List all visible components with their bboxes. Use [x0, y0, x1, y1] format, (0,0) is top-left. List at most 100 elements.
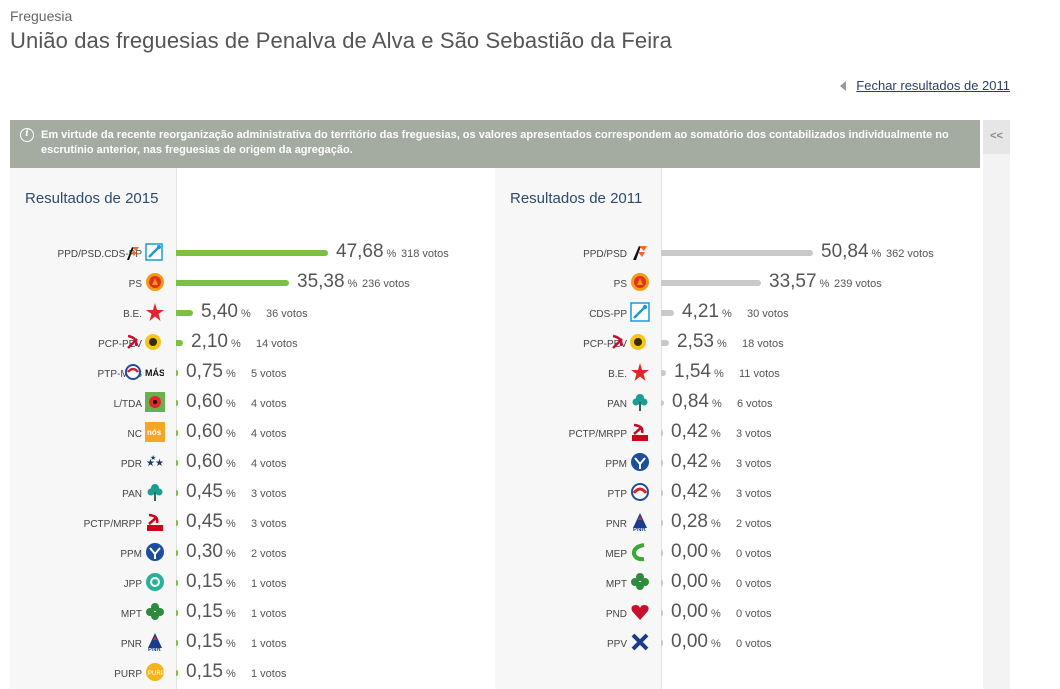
result-bar — [661, 400, 664, 406]
percentage-value: 2,53 — [677, 331, 714, 352]
percentage-value: 0,30 — [186, 541, 223, 562]
percentage-value: 0,00 — [671, 571, 708, 592]
vote-count: 11 votos — [739, 368, 780, 380]
result-bar — [176, 370, 178, 376]
percentage-value: 0,15 — [186, 601, 223, 622]
result-bar — [661, 460, 663, 466]
mpt-clover-icon — [145, 602, 165, 622]
result-bar — [661, 610, 663, 616]
result-percentage: 2,53% — [677, 331, 727, 353]
percent-symbol: % — [710, 638, 721, 650]
result-percentage: 0,30% — [186, 541, 236, 563]
result-bar — [176, 310, 193, 316]
vote-count: 4 votos — [251, 428, 287, 440]
livre-poppy-icon — [145, 392, 165, 412]
svg-text:★★: ★★ — [146, 458, 164, 469]
percent-symbol: % — [225, 398, 236, 410]
result-row: PND 0,00% 0 votos — [495, 598, 980, 628]
result-row: B.E. 1,54% 11 votos — [495, 358, 980, 388]
result-bar — [661, 550, 663, 556]
result-row: JPP 0,15% 1 votos — [10, 568, 485, 598]
vote-count: 18 votos — [742, 338, 784, 350]
party-name: JPP — [123, 579, 142, 590]
result-percentage: 0,45% — [186, 481, 236, 503]
party-name: PAN — [122, 489, 142, 500]
party-name: B.E. — [608, 369, 627, 380]
result-percentage: 0,84% — [672, 391, 722, 413]
result-percentage: 0,42% — [671, 421, 721, 443]
result-row: PNR PNR 0,28% 2 votos — [495, 508, 980, 538]
percent-symbol: % — [230, 338, 241, 350]
result-bar — [661, 490, 663, 496]
party-name: PCP-PEV — [583, 339, 627, 350]
pan-tree-icon — [630, 392, 650, 412]
result-percentage: 0,15% — [186, 631, 236, 653]
party-name: PCP-PEV — [98, 339, 142, 350]
vote-count: 4 votos — [251, 398, 287, 410]
result-bar — [176, 250, 328, 256]
result-row: NC nós 0,60% 4 votos — [10, 418, 485, 448]
result-row: PNR PNR 0,15% 1 votos — [10, 628, 485, 658]
percent-symbol: % — [716, 338, 727, 350]
close-2011-results-link[interactable]: Fechar resultados de 2011 — [840, 78, 1010, 93]
result-row: MPT 0,00% 0 votos — [495, 568, 980, 598]
result-bar — [176, 400, 178, 406]
result-bar — [176, 280, 289, 286]
results-2015-title: Resultados de 2015 — [25, 190, 159, 207]
party-name: PPD/PSD.CDS-PP — [57, 249, 142, 260]
vote-count: 3 votos — [251, 488, 287, 500]
svg-text:★: ★ — [150, 454, 156, 462]
result-bar — [661, 280, 761, 286]
page-title: União das freguesias de Penalva de Alva … — [10, 28, 672, 53]
svg-text:nós: nós — [147, 428, 162, 437]
result-percentage: 50,84% — [821, 241, 881, 263]
side-panel-strip — [983, 154, 1010, 689]
result-bar — [176, 580, 178, 586]
result-row: PCTP/MRPP 0,42% 3 votos — [495, 418, 980, 448]
vote-count: 318 votos — [401, 248, 449, 260]
ps-logo-icon — [145, 272, 165, 292]
info-icon: i — [20, 128, 34, 142]
result-percentage: 5,40% — [201, 301, 251, 323]
percent-symbol: % — [819, 278, 830, 290]
party-name: PPM — [120, 549, 142, 560]
vote-count: 2 votos — [736, 518, 772, 530]
party-name: PTP — [607, 489, 627, 500]
percentage-value: 35,38 — [297, 271, 345, 292]
party-name: MPT — [605, 579, 627, 590]
percentage-value: 0,60 — [186, 391, 223, 412]
pan-tree-icon — [145, 482, 165, 502]
vote-count: 1 votos — [251, 638, 287, 650]
percentage-value: 33,57 — [769, 271, 817, 292]
percentage-value: 0,28 — [671, 511, 708, 532]
party-name: MEP — [605, 549, 627, 560]
percent-symbol: % — [710, 488, 721, 500]
vote-count: 3 votos — [736, 458, 772, 470]
percent-symbol: % — [711, 398, 722, 410]
percent-symbol: % — [225, 638, 236, 650]
result-percentage: 0,15% — [186, 661, 236, 683]
ptp-mas-logo-icon: MÁS — [123, 362, 165, 382]
percent-symbol: % — [225, 548, 236, 560]
collapse-panel-button[interactable]: << — [983, 120, 1010, 154]
result-row: PPV 0,00% 0 votos — [495, 628, 980, 658]
percentage-value: 0,00 — [671, 541, 708, 562]
vote-count: 1 votos — [251, 578, 287, 590]
ppv-logo-icon — [630, 632, 650, 652]
result-bar — [176, 340, 183, 346]
percent-symbol: % — [225, 488, 236, 500]
result-row: PURP PURP 0,15% 1 votos — [10, 658, 485, 688]
result-percentage: 0,45% — [186, 511, 236, 533]
svg-text:MÁS: MÁS — [145, 368, 164, 378]
result-percentage: 2,10% — [191, 331, 241, 353]
result-row: MPT 0,15% 1 votos — [10, 598, 485, 628]
percent-symbol: % — [225, 368, 236, 380]
percent-symbol: % — [713, 368, 724, 380]
ppm-logo-icon — [145, 542, 165, 562]
percent-symbol: % — [710, 458, 721, 470]
result-bar — [176, 490, 178, 496]
vote-count: 239 votos — [834, 278, 882, 290]
percent-symbol: % — [225, 608, 236, 620]
result-percentage: 0,60% — [186, 451, 236, 473]
ppd-psd-cds-logo-icon — [123, 242, 165, 262]
